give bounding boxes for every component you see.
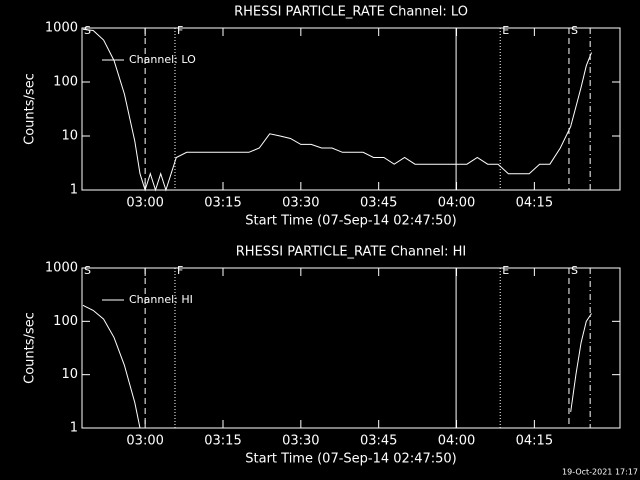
x-tick-label: 03:45 xyxy=(360,196,397,211)
x-tick-label: 03:00 xyxy=(126,434,163,449)
legend-label: Channel: HI xyxy=(129,293,193,306)
data-line xyxy=(82,28,592,192)
x-tick-label: 03:45 xyxy=(360,434,397,449)
y-tick-label: 10 xyxy=(61,367,78,382)
plot-frame xyxy=(81,267,621,429)
x-tick-label: 03:30 xyxy=(282,196,319,211)
y-tick-label: 1 xyxy=(70,183,78,198)
footer: 19-Oct-2021 17:17 xyxy=(562,468,638,477)
y-tick-label: 1000 xyxy=(45,261,78,276)
flag-label: F xyxy=(177,264,183,277)
chart-title: RHESSI PARTICLE_RATE Channel: HI xyxy=(236,245,466,260)
y-axis-label: Counts/sec xyxy=(23,312,38,384)
x-tick-label: 03:00 xyxy=(126,196,163,211)
flag-label: F xyxy=(177,24,183,37)
y-tick-label: 100 xyxy=(53,314,78,329)
x-tick-label: 03:15 xyxy=(204,196,241,211)
flag-label: S xyxy=(571,264,578,277)
x-axis-label: Start Time (07-Sep-14 02:47:50) xyxy=(245,452,456,467)
flag-label: S xyxy=(571,24,578,37)
y-tick-label: 1000 xyxy=(45,21,78,36)
chart-title: RHESSI PARTICLE_RATE Channel: LO xyxy=(234,5,468,20)
flag-label: E xyxy=(502,24,509,37)
x-tick-label: 03:30 xyxy=(282,434,319,449)
x-tick-label: 03:15 xyxy=(204,434,241,449)
flag-label: S xyxy=(84,264,91,277)
flag-label: E xyxy=(502,264,509,277)
x-tick-label: 04:00 xyxy=(438,196,475,211)
y-tick-label: 100 xyxy=(53,75,78,90)
legend-label: Channel: LO xyxy=(129,53,196,66)
x-tick-label: 04:15 xyxy=(516,196,553,211)
plot-frame xyxy=(81,27,621,191)
data-line xyxy=(82,304,592,429)
y-tick-label: 10 xyxy=(61,129,78,144)
y-axis-label: Counts/sec xyxy=(23,73,38,145)
flag-label: S xyxy=(84,24,91,37)
x-tick-label: 04:00 xyxy=(438,434,475,449)
x-tick-label: 04:15 xyxy=(516,434,553,449)
x-axis-label: Start Time (07-Sep-14 02:47:50) xyxy=(245,214,456,229)
y-tick-label: 1 xyxy=(70,421,78,436)
